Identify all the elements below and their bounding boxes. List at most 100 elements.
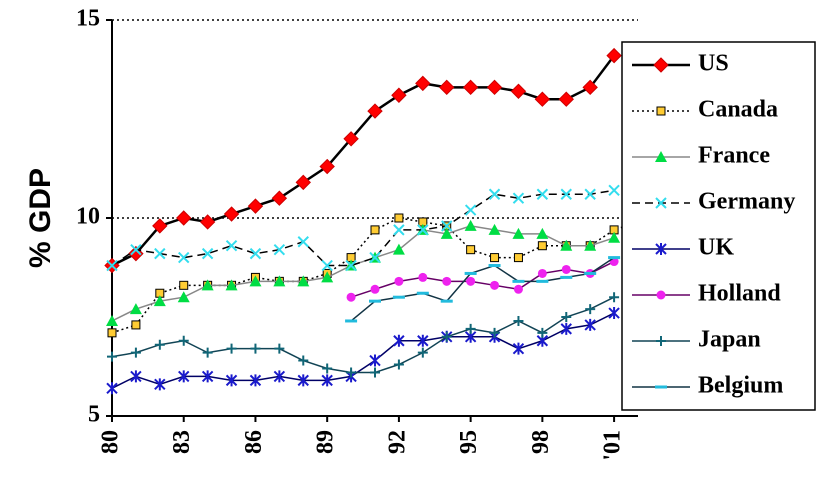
y-tick-label: 15 [76,6,100,32]
marker [319,158,335,175]
marker [369,251,381,264]
legend-marker [655,243,667,255]
marker [415,75,431,92]
marker [441,331,452,342]
marker [247,198,264,214]
marker [391,87,407,103]
marker [107,351,117,362]
marker [464,271,477,275]
marker [223,206,240,222]
x-tick-label: 98 [528,430,554,454]
marker [537,327,548,338]
legend-label: UK [698,235,734,261]
marker [512,342,525,355]
marker [394,276,404,286]
marker [489,327,500,338]
marker [321,271,334,283]
legend-marker [656,290,666,300]
marker [417,334,429,347]
marker [582,79,598,96]
legend-marker [655,385,667,389]
x-tick-label: '01 [600,430,626,461]
marker [561,264,571,274]
marker [393,224,405,236]
marker [346,367,357,378]
marker [392,295,405,299]
marker [250,343,261,354]
marker [416,291,429,295]
y-tick-label: 10 [76,204,100,230]
marker [465,323,476,334]
x-tick-label: 83 [169,430,195,454]
marker [129,303,142,315]
marker [249,275,262,287]
series-line [111,312,615,389]
legend-label: Germany [698,189,795,215]
marker [297,236,309,248]
marker [585,304,596,315]
legend-marker [653,57,669,73]
marker [584,318,596,331]
marker [418,272,428,282]
marker [178,335,189,346]
marker [154,378,166,391]
legend-label: Holland [698,281,781,307]
series-line [111,54,616,267]
marker [199,214,216,230]
marker [273,243,286,256]
marker [321,259,333,272]
marker [106,314,118,326]
series-line [350,260,615,298]
marker [343,131,359,147]
marker [490,253,500,263]
marker [488,264,501,268]
marker [608,184,620,196]
marker [154,247,166,260]
marker [201,279,214,291]
marker [537,241,547,251]
marker [464,204,477,216]
marker [606,47,622,64]
marker [321,374,333,387]
x-tick-label: 80 [98,430,124,454]
marker [440,299,453,303]
marker [560,239,573,251]
marker [322,363,333,374]
marker [536,227,549,239]
marker [462,79,479,96]
marker [608,256,621,260]
legend-label: Canada [698,97,778,123]
marker [394,213,404,223]
marker [153,295,166,307]
marker [202,347,213,358]
marker [513,284,523,294]
marker [441,220,453,232]
marker [486,79,503,96]
x-tick-label: 95 [456,430,482,454]
legend-marker [655,151,667,162]
marker [130,243,142,256]
marker [584,188,596,200]
series-line [111,225,615,322]
marker [561,312,572,322]
series-line [350,256,615,322]
marker [488,188,501,200]
marker [152,218,168,234]
marker [106,259,118,272]
marker [367,103,383,119]
legend-box [621,41,816,411]
legend-marker [655,197,667,209]
marker [488,223,501,235]
marker [512,227,525,239]
marker [345,319,358,323]
marker [392,243,405,255]
marker [510,83,527,99]
marker [439,79,455,96]
marker [178,251,190,264]
marker [226,343,237,354]
y-tick-label: 5 [88,402,100,428]
x-tick-label: 86 [241,430,267,454]
series-line [111,296,615,374]
marker [584,271,597,275]
marker [370,284,380,294]
